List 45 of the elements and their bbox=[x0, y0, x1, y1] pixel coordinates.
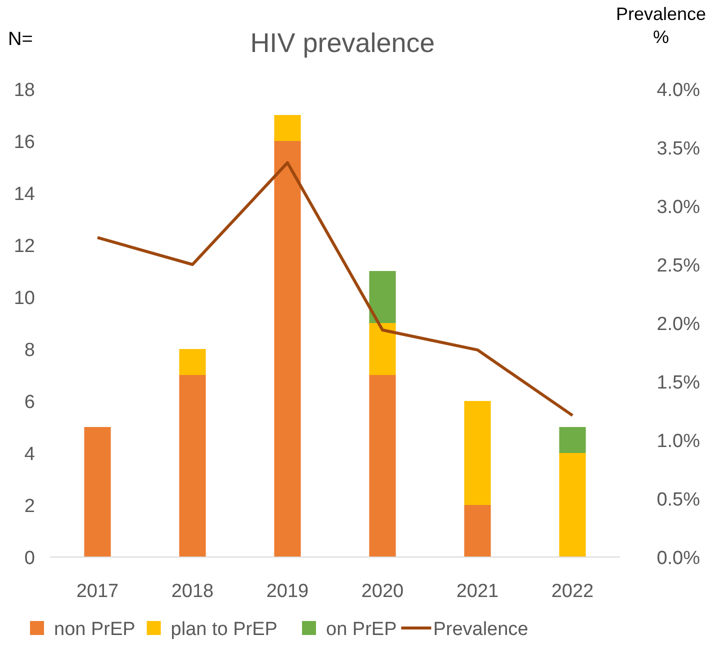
y-tick-label: 0 bbox=[24, 548, 35, 569]
legend-label: Prevalence bbox=[433, 619, 528, 640]
x-tick-label: 2017 bbox=[76, 581, 119, 602]
y-tick-label: 2 bbox=[24, 496, 35, 517]
y-axis-title: N= bbox=[8, 29, 33, 50]
y2-tick-label: 3.0% bbox=[656, 197, 700, 218]
y-tick-label: 10 bbox=[14, 288, 35, 309]
y-tick-label: 4 bbox=[24, 444, 36, 465]
legend-label: on PrEP bbox=[326, 619, 397, 640]
y-tick-label: 12 bbox=[14, 236, 35, 257]
legend-label: plan to PrEP bbox=[170, 619, 278, 640]
bar bbox=[464, 505, 491, 557]
bar bbox=[369, 323, 396, 375]
chart-title: HIV prevalence bbox=[250, 28, 435, 58]
x-tick-label: 2019 bbox=[266, 581, 309, 602]
bar bbox=[274, 115, 301, 141]
bar bbox=[464, 401, 491, 505]
y2-tick-label: 0.0% bbox=[656, 548, 700, 569]
y2-axis-title: Prevalence % bbox=[616, 4, 706, 47]
x-tick-label: 2020 bbox=[361, 581, 404, 602]
y-tick-label: 14 bbox=[14, 184, 36, 205]
bar bbox=[559, 453, 586, 557]
y-tick-label: 6 bbox=[24, 392, 35, 413]
bar bbox=[559, 427, 586, 453]
y2-tick-label: 2.0% bbox=[656, 314, 700, 335]
legend-label: non PrEP bbox=[54, 619, 136, 640]
bar bbox=[179, 375, 206, 557]
y-tick-label: 8 bbox=[24, 340, 35, 361]
x-tick-label: 2021 bbox=[456, 581, 499, 602]
y-tick-label: 18 bbox=[14, 80, 35, 101]
y-tick-label: 16 bbox=[14, 132, 35, 153]
y2-tick-label: 4.0% bbox=[656, 80, 700, 101]
bar bbox=[274, 141, 301, 557]
x-tick-label: 2022 bbox=[551, 581, 594, 602]
y2-tick-label: 3.5% bbox=[656, 138, 700, 160]
y2-tick-label: 2.5% bbox=[656, 256, 700, 276]
bar bbox=[84, 427, 111, 557]
bar bbox=[369, 271, 396, 323]
y2-tick-label: 1.0% bbox=[656, 431, 700, 452]
bar bbox=[179, 349, 206, 375]
line-series bbox=[96, 161, 574, 417]
y2-tick-label: 1.5% bbox=[656, 372, 700, 394]
y2-tick-label: 0.5% bbox=[656, 490, 700, 510]
bar bbox=[369, 375, 396, 557]
x-tick-label: 2018 bbox=[171, 581, 214, 602]
